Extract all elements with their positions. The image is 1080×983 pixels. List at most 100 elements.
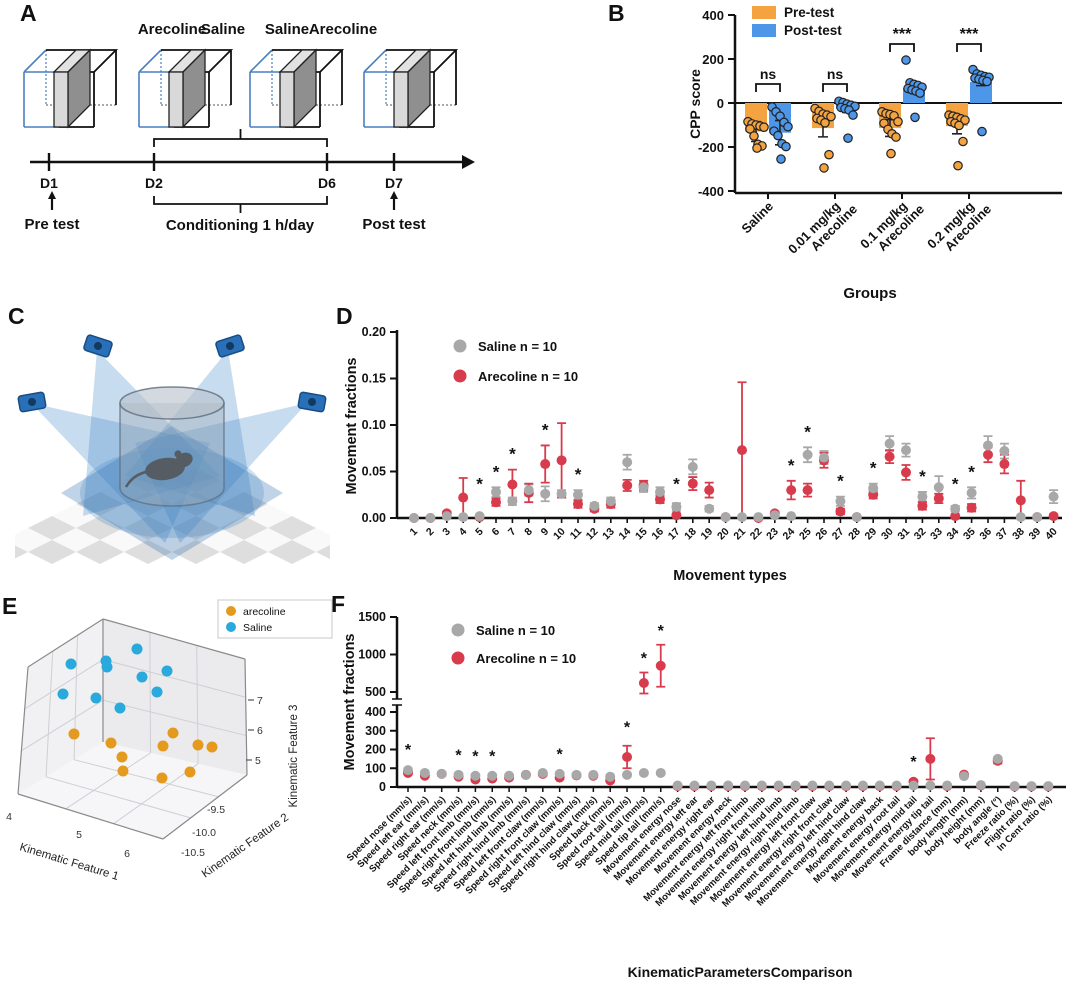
arecoline-point [117,765,129,777]
pane-right [103,619,247,775]
saline-point [874,780,885,791]
x-tick-label: 4 [6,811,12,823]
significance-label: ns [760,66,777,82]
y-tick-label: 1500 [358,610,386,624]
arecoline-point [116,751,128,763]
camera [215,334,245,358]
saline-point [161,665,173,677]
significance-star: * [658,623,665,640]
arecoline-point [638,678,649,688]
axis-spine [17,793,164,840]
saline-point [1048,491,1059,502]
arecoline-point [540,459,551,470]
saline-point [720,512,731,523]
saline-point [556,488,567,499]
saline-point [523,485,534,496]
saline-point [933,482,944,493]
grid-line [45,651,54,777]
data-point [826,111,836,122]
arecoline-point [704,485,715,496]
arecoline-point [884,451,895,462]
x-tick-label: 6 [490,526,503,539]
saline-point [1009,781,1020,792]
x-tick-label: 17 [666,526,683,543]
floor-tile [268,540,316,564]
significance-star: * [788,456,795,475]
chamber-condition-label: Arecoline [309,21,377,38]
x-tick-label: 8 [522,526,535,539]
x-tick-label: 2 [424,526,437,539]
y-tick-label: 500 [365,685,386,699]
x-tick-label: 24 [781,526,798,543]
arecoline-point [925,753,936,764]
saline-point [737,512,747,523]
y-axis-title: Kinematic Feature 2 [200,812,291,881]
timeline-day-label: D7 [385,175,403,191]
y-axis-title: Movement fractions [342,634,358,771]
panel-a-experiment-timeline: Arecoline Saline Saline Arecoline D1 D2 D6 D7 Co… [22,2,622,294]
saline-point [114,702,126,714]
saline-point [605,496,616,507]
data-point [776,154,786,164]
saline-point [999,446,1010,457]
significance-star: * [455,747,462,764]
legend-dot-saline [453,339,467,353]
saline-point [819,452,829,463]
chamber-condition-label: Arecoline [138,21,206,38]
y-tick-label: -9.5 [207,804,225,816]
y-tick-label: 200 [702,52,724,67]
saline-point [65,658,77,670]
camera-light-cone [83,350,220,516]
significance-star: * [919,467,926,486]
saline-point [851,512,862,523]
saline-point [868,483,879,494]
saline-point [992,753,1003,764]
data-point [954,120,964,131]
arecoline-point [917,500,928,511]
axis-spine [244,658,248,776]
saline-point [540,488,551,499]
saline-point [136,671,148,683]
saline-point [403,765,413,776]
x-tick-label: 34 [945,526,962,543]
legend-box [217,599,333,639]
data-point [958,136,968,147]
x-tick-label: 29 [863,526,880,543]
saline-point [671,501,682,512]
x-tick-label: 25 [797,526,814,543]
arecoline-point [655,494,665,505]
saline-point [740,780,750,791]
x-tick-label: 40 [1043,526,1060,543]
x-tick-label: 20 [715,526,732,543]
y-tick-label: 100 [365,761,386,775]
x-tick-label: 23 [764,526,781,543]
x-tick-label: 31 [895,526,912,543]
test-label: Pre test [24,216,79,233]
x-tick-label: 6 [124,848,130,860]
data-point [824,149,834,160]
x-tick-label: 30 [879,526,896,543]
grid-line [24,659,104,710]
saline-point [706,780,717,791]
panel-c-recording-setup [0,308,364,593]
x-tick-label: 5 [76,829,82,841]
saline-point [453,769,464,780]
saline-point [1043,781,1054,792]
data-point [891,132,901,142]
y-tick-label: 0 [379,780,386,794]
floor-tile [28,540,76,564]
saline-point [589,500,600,511]
x-tick-label: 22 [748,526,765,543]
saline-point [436,768,447,779]
arecoline-point [655,660,666,671]
x-tick-label: 35 [961,526,978,543]
arecoline-point [622,480,633,491]
data-point [783,121,793,132]
saline-point [983,440,993,451]
panel-label-e: E [2,593,18,619]
test-arrow [48,191,56,199]
x-tick-label: 33 [928,526,945,543]
grid-line [113,763,199,825]
y-tick-label: 0.10 [362,418,386,432]
